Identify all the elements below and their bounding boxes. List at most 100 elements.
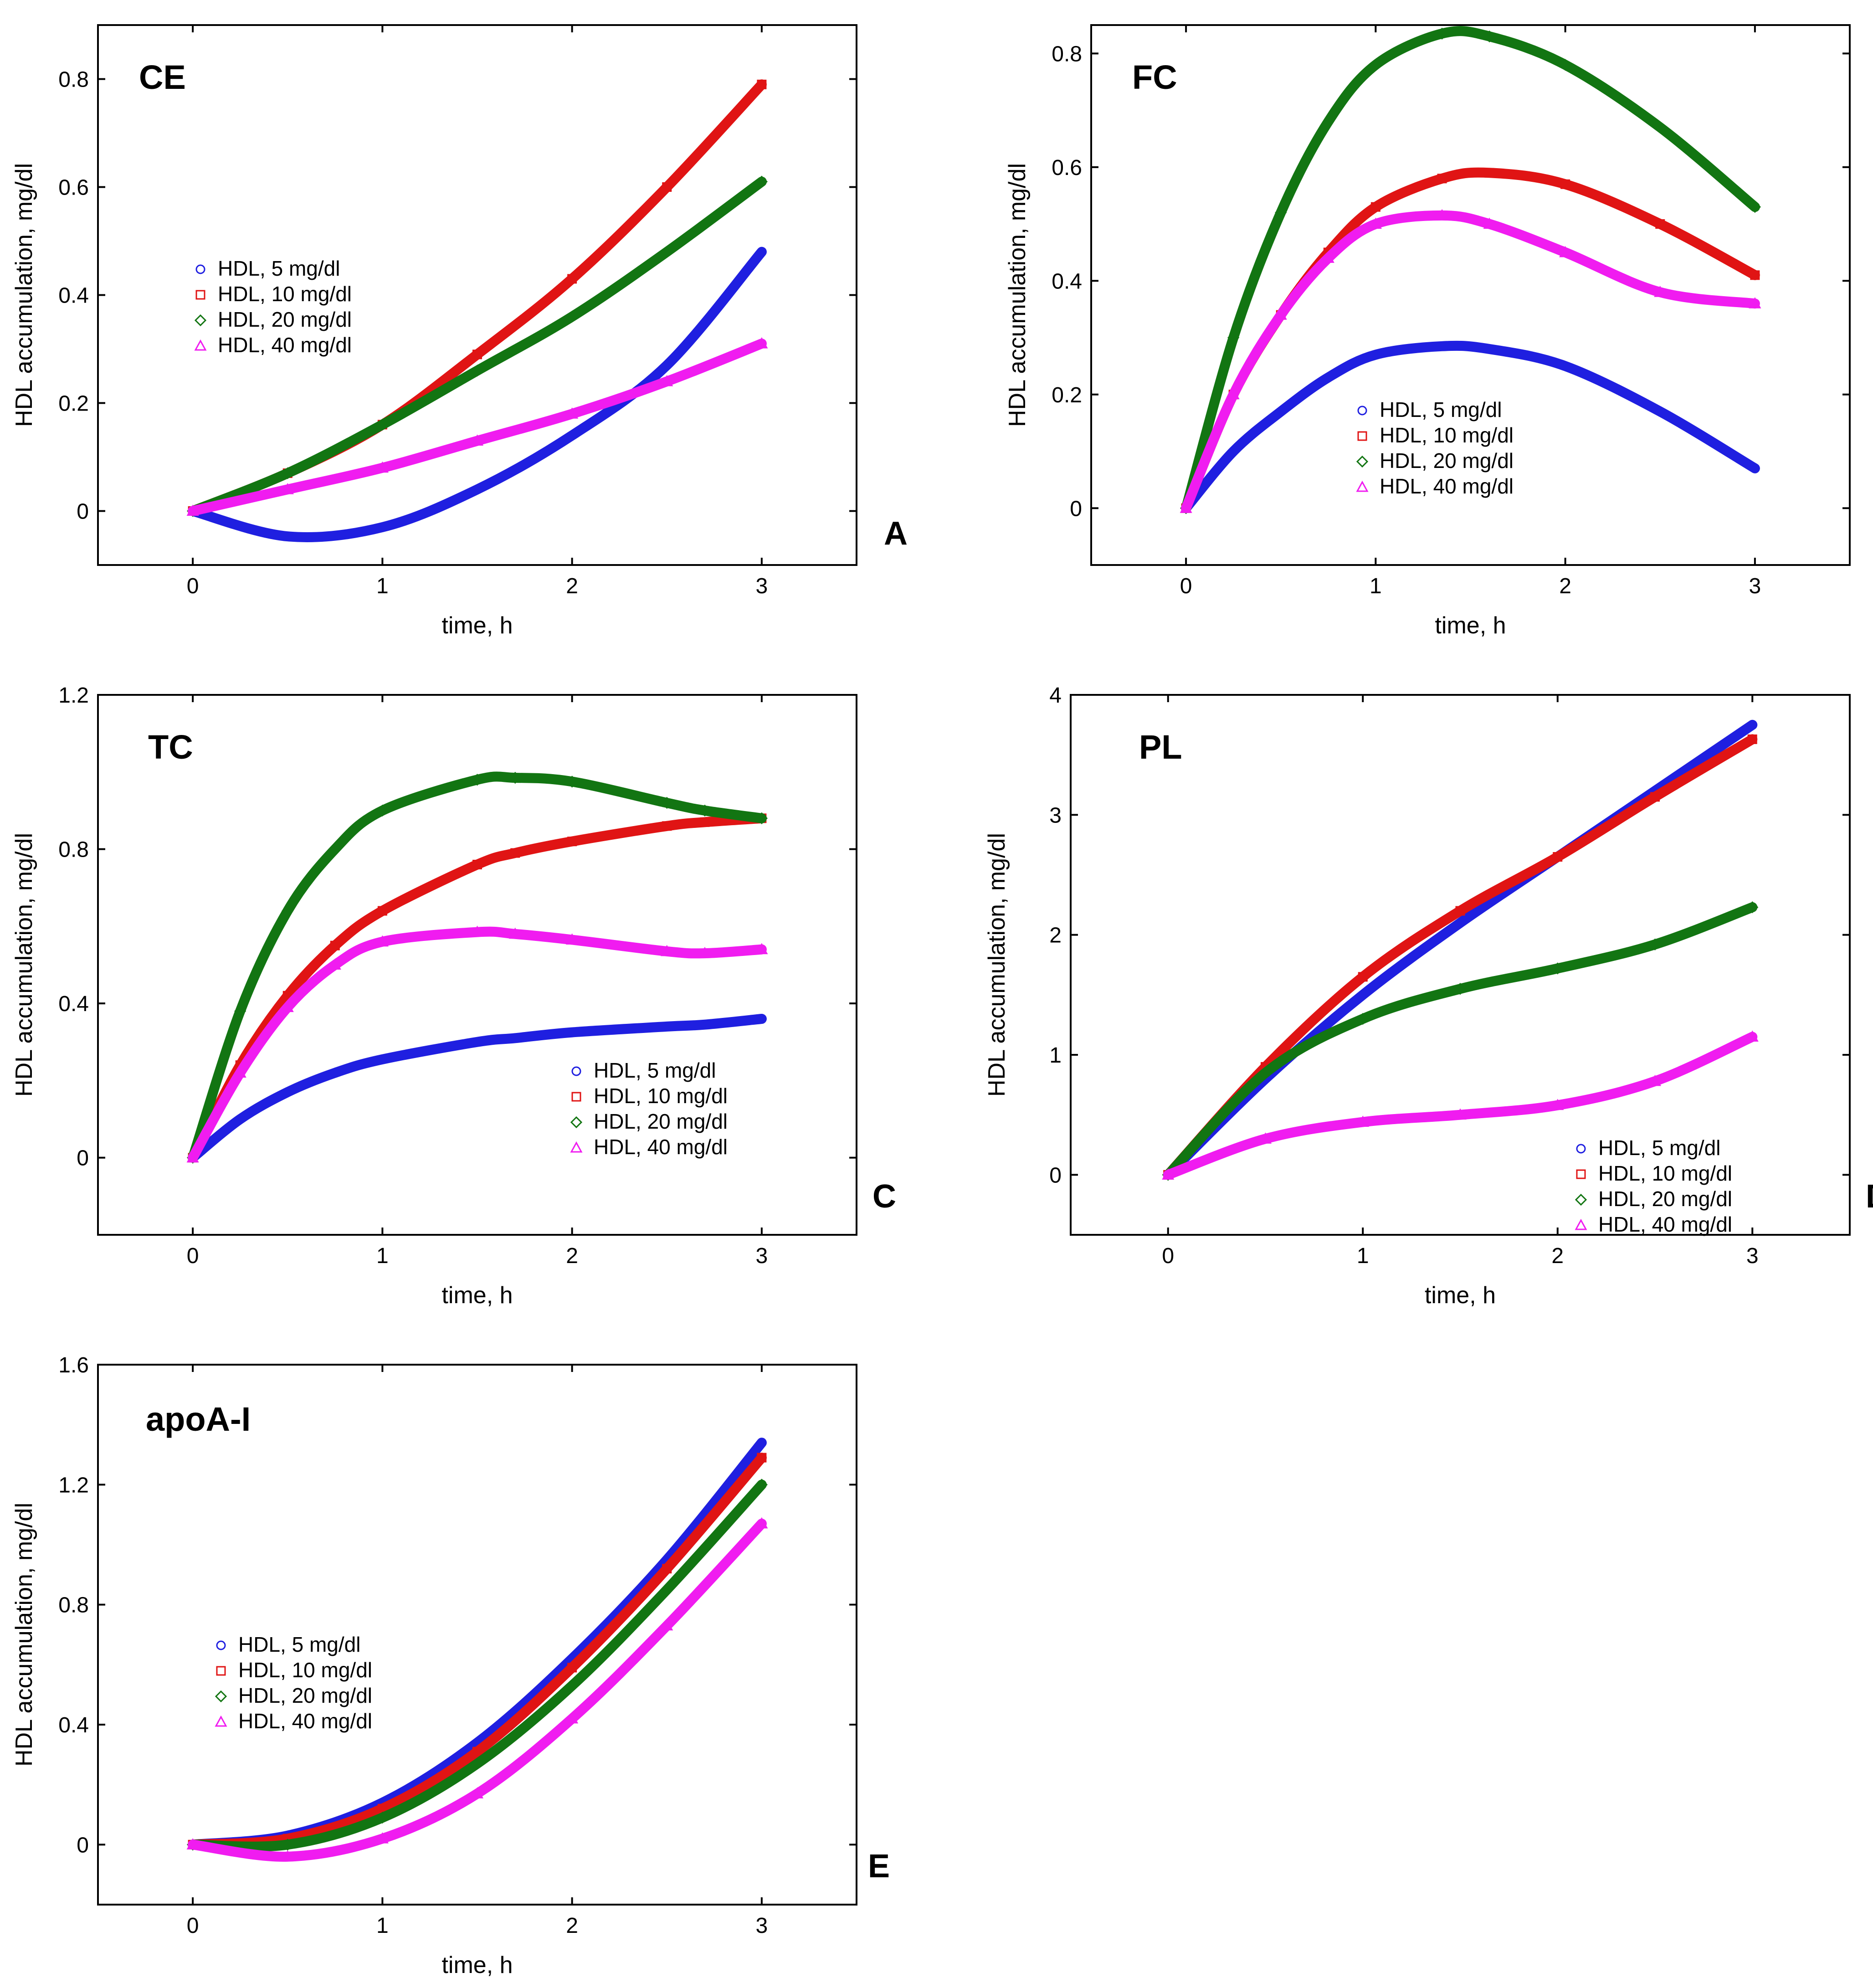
data-point bbox=[661, 796, 673, 809]
data-point bbox=[700, 817, 710, 827]
data-point bbox=[330, 940, 340, 950]
data-point bbox=[1437, 174, 1447, 184]
legend-entry: HDL, 20 mg/dl bbox=[1598, 1187, 1732, 1211]
data-point bbox=[282, 531, 292, 541]
data-point bbox=[1227, 331, 1240, 344]
y-tick-label: 0.8 bbox=[58, 1593, 89, 1618]
x-tick-label: 2 bbox=[1551, 1244, 1564, 1268]
y-tick-label: 0.8 bbox=[58, 838, 89, 862]
data-point bbox=[509, 771, 521, 784]
y-tick-label: 2 bbox=[1049, 924, 1062, 948]
data-point bbox=[186, 1838, 199, 1849]
data-point bbox=[471, 1757, 483, 1770]
y-tick-label: 0.4 bbox=[58, 284, 89, 308]
legend-marker bbox=[570, 1116, 583, 1129]
data-point bbox=[755, 1517, 768, 1529]
y-axis-label: HDL accumulation, mg/dl bbox=[1004, 163, 1031, 427]
x-tick-label: 1 bbox=[376, 574, 389, 598]
data-point bbox=[1483, 217, 1496, 229]
data-point bbox=[186, 1151, 199, 1163]
y-tick-label: 0.8 bbox=[1052, 42, 1082, 66]
y-tick-label: 1.2 bbox=[58, 1473, 89, 1497]
x-tick-label: 1 bbox=[376, 1914, 389, 1938]
legend-entry: HDL, 5 mg/dl bbox=[1598, 1136, 1720, 1160]
data-point bbox=[1654, 121, 1666, 134]
legend-marker bbox=[571, 1066, 581, 1076]
data-point bbox=[566, 776, 578, 788]
data-point bbox=[757, 79, 767, 89]
data-point bbox=[1455, 918, 1465, 928]
legend-entry: HDL, 20 mg/dl bbox=[238, 1684, 372, 1707]
data-point bbox=[566, 1680, 578, 1692]
x-tick-label: 3 bbox=[756, 574, 768, 598]
data-point bbox=[1436, 27, 1448, 40]
data-point bbox=[700, 1020, 710, 1030]
y-tick-label: 1 bbox=[1049, 1043, 1062, 1068]
data-point bbox=[567, 1027, 577, 1038]
data-point bbox=[1559, 59, 1571, 71]
data-point bbox=[1655, 219, 1665, 229]
x-tick-label: 3 bbox=[1746, 1244, 1759, 1268]
data-point bbox=[757, 1453, 767, 1463]
legend-marker bbox=[1576, 1169, 1586, 1179]
data-point bbox=[567, 431, 577, 441]
legend-entry: HDL, 40 mg/dl bbox=[1380, 474, 1514, 498]
data-point bbox=[377, 522, 387, 532]
data-point bbox=[282, 467, 294, 479]
panel-letter: D bbox=[1866, 1178, 1873, 1215]
data-point bbox=[1162, 1168, 1175, 1180]
legend-marker bbox=[1575, 1193, 1587, 1206]
data-point bbox=[567, 274, 577, 284]
y-tick-label: 0 bbox=[77, 1833, 89, 1857]
y-axis-label: HDL accumulation, mg/dl bbox=[984, 833, 1010, 1097]
y-tick-label: 1.6 bbox=[58, 1353, 89, 1377]
data-point bbox=[662, 821, 672, 831]
legend-entry: HDL, 5 mg/dl bbox=[238, 1633, 360, 1656]
data-point bbox=[566, 1712, 579, 1724]
data-point bbox=[1357, 1012, 1369, 1025]
legend-entry: HDL, 5 mg/dl bbox=[218, 257, 340, 280]
legend-marker bbox=[1576, 1144, 1586, 1154]
legend-marker bbox=[1356, 455, 1369, 468]
x-tick-label: 0 bbox=[1162, 1244, 1174, 1268]
data-point bbox=[755, 1479, 768, 1491]
x-axis-label: time, h bbox=[1435, 612, 1506, 639]
data-point bbox=[1322, 252, 1334, 263]
legend-entry: HDL, 10 mg/dl bbox=[238, 1658, 372, 1682]
data-point bbox=[1746, 901, 1759, 914]
chart-panel-d: 0 1 2 3 0 1 2 3 4 time, h HDL accumulation, mg/dl P… bbox=[984, 683, 1873, 1309]
x-tick-label: 3 bbox=[756, 1244, 768, 1268]
data-point bbox=[471, 925, 484, 937]
data-point bbox=[1358, 972, 1368, 982]
legend-entry: HDL, 40 mg/dl bbox=[594, 1135, 728, 1159]
data-point bbox=[376, 418, 389, 431]
data-point bbox=[376, 461, 389, 473]
plot-frame bbox=[97, 694, 857, 1236]
data-point bbox=[755, 337, 768, 349]
data-point bbox=[1559, 246, 1572, 257]
data-point bbox=[472, 349, 482, 360]
data-point bbox=[1356, 1115, 1369, 1127]
data-point bbox=[376, 804, 389, 817]
data-point bbox=[471, 365, 483, 377]
series-line-4 bbox=[1181, 210, 1760, 514]
data-point bbox=[1750, 270, 1760, 280]
data-point bbox=[661, 945, 673, 956]
data-point bbox=[1454, 1108, 1467, 1120]
panel-title: CE bbox=[139, 58, 186, 96]
legend-marker bbox=[1356, 480, 1369, 492]
panel-title: FC bbox=[1132, 58, 1177, 96]
y-axis-label: HDL accumulation, mg/dl bbox=[11, 163, 37, 427]
series-line-4 bbox=[188, 926, 767, 1163]
data-point bbox=[1437, 341, 1447, 351]
series-line-3 bbox=[188, 771, 767, 1163]
legend-marker bbox=[1357, 431, 1367, 441]
legend-marker bbox=[571, 1092, 581, 1102]
data-point bbox=[186, 504, 199, 516]
data-point bbox=[755, 812, 768, 824]
legend-entry: HDL, 10 mg/dl bbox=[594, 1084, 728, 1108]
legend-entry: HDL, 20 mg/dl bbox=[218, 308, 352, 331]
legend-entry: HDL, 10 mg/dl bbox=[1380, 423, 1514, 447]
